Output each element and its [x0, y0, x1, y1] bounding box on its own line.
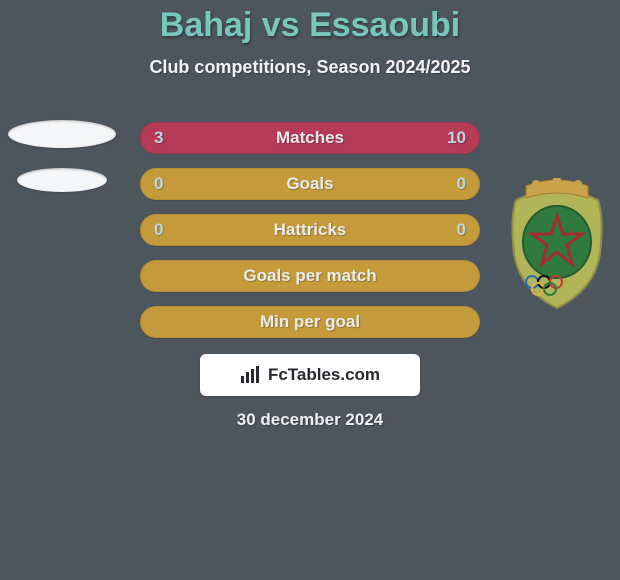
page-subtitle: Club competitions, Season 2024/2025 [0, 57, 620, 78]
stat-label: Matches [276, 128, 344, 148]
stat-pill-hattricks: 0 Hattricks 0 [140, 214, 480, 246]
stat-value-left: 0 [154, 220, 163, 240]
left-badge-group [8, 120, 116, 192]
stat-value-left: 0 [154, 174, 163, 194]
stat-value-left: 3 [154, 128, 163, 148]
club-crest-icon [506, 178, 608, 310]
stat-pill-min-per-goal: Min per goal [140, 306, 480, 338]
stat-value-right: 10 [447, 128, 466, 148]
stat-label: Min per goal [260, 312, 360, 332]
stat-pill-goals-per-match: Goals per match [140, 260, 480, 292]
stage: Bahaj vs Essaoubi Club competitions, Sea… [0, 0, 620, 580]
stat-label: Goals [286, 174, 333, 194]
stat-value-right: 0 [457, 220, 466, 240]
stat-label: Hattricks [274, 220, 347, 240]
report-date: 30 december 2024 [0, 410, 620, 430]
stat-pill-list: 3 Matches 10 0 Goals 0 0 Hattricks 0 Goa… [140, 122, 480, 338]
placeholder-ellipse-icon [8, 120, 116, 148]
placeholder-ellipse-icon [17, 168, 107, 192]
stat-value-right: 0 [457, 174, 466, 194]
page-title: Bahaj vs Essaoubi [0, 0, 620, 45]
stat-pill-matches: 3 Matches 10 [140, 122, 480, 154]
bar-chart-icon [240, 366, 262, 384]
stat-label: Goals per match [243, 266, 376, 286]
stat-pill-goals: 0 Goals 0 [140, 168, 480, 200]
source-badge: FcTables.com [200, 354, 420, 396]
source-label: FcTables.com [268, 365, 380, 385]
